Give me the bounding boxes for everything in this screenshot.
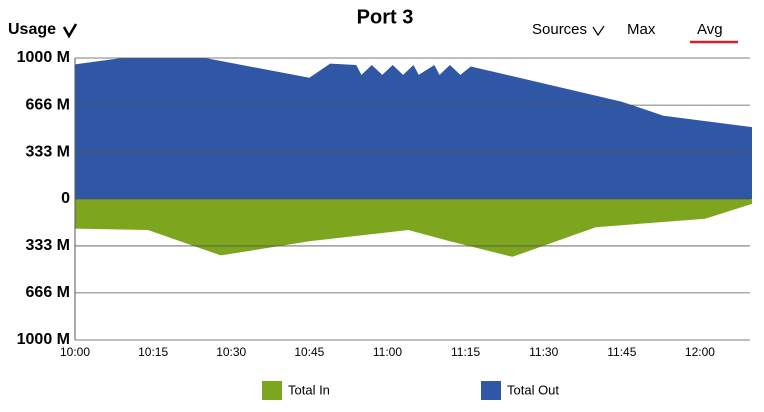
legend-label: Total Out <box>507 382 559 397</box>
chart-title: Port 3 <box>357 6 414 28</box>
x-tick-label: 11:45 <box>607 345 636 359</box>
y-tick-label: 0 <box>61 190 70 207</box>
x-tick-label: 10:00 <box>60 345 90 359</box>
sources-menu[interactable]: Sources <box>532 21 587 38</box>
legend-swatch <box>481 381 501 400</box>
x-tick-label: 11:30 <box>529 345 558 359</box>
usage-chevron <box>62 23 78 39</box>
x-tick-label: 10:30 <box>216 345 246 359</box>
x-tick-label: 10:45 <box>294 345 324 359</box>
y-tick-label: 333 M <box>26 237 70 254</box>
sources-chevron <box>592 25 605 37</box>
y-tick-label: 1000 M <box>17 49 70 66</box>
y-tick-label: 1000 M <box>17 331 70 348</box>
avg-button[interactable]: Avg <box>697 21 723 38</box>
max-button[interactable]: Max <box>627 21 656 38</box>
x-tick-label: 11:00 <box>373 345 402 359</box>
x-tick-label: 12:00 <box>685 345 715 359</box>
area <box>75 199 752 257</box>
legend-label: Total In <box>288 382 330 397</box>
y-tick-label: 333 M <box>26 143 70 160</box>
area <box>75 58 752 199</box>
x-tick-label: 11:15 <box>451 345 480 359</box>
x-tick-label: 10:15 <box>138 345 168 359</box>
usage-menu[interactable]: Usage <box>8 21 56 38</box>
y-tick-label: 666 M <box>26 284 70 301</box>
legend-swatch <box>262 381 282 400</box>
y-tick-label: 666 M <box>26 96 70 113</box>
